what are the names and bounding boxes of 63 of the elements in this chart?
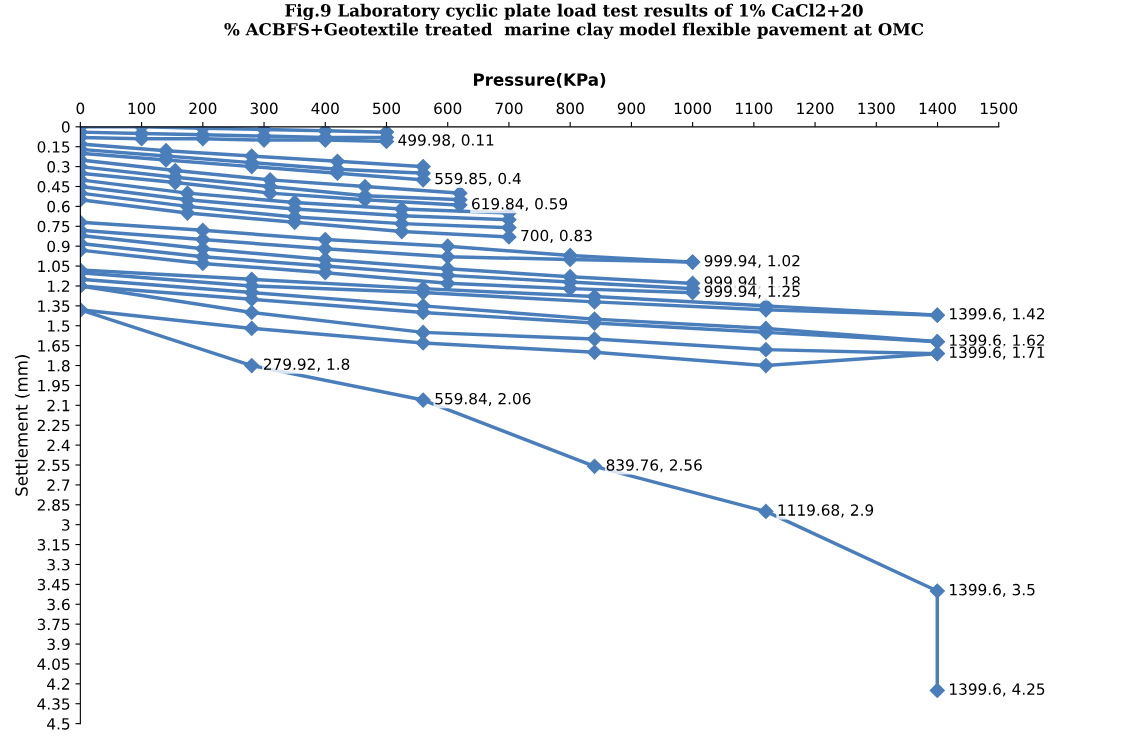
x-tick-label: 100 (128, 102, 156, 115)
annotation: 839.76, 2.56 (606, 459, 702, 473)
x-tick-label: 700 (495, 102, 523, 115)
x-tick-label: 300 (250, 102, 278, 115)
x-tick-label: 1400 (919, 102, 956, 115)
annotation: 700, 0.83 (521, 229, 592, 243)
y-tick-label: 3.45 (37, 578, 70, 591)
y-tick-label: 3.9 (47, 638, 70, 651)
y-tick-label: 1.2 (48, 280, 70, 292)
y-tick-label: 0.9 (47, 240, 70, 253)
y-tick-label: 3 (62, 519, 70, 531)
y-tick-label: 1.05 (38, 260, 70, 273)
y-tick-label: 1.5 (48, 320, 70, 332)
annotation: 559.85, 0.4 (435, 172, 521, 186)
x-tick-label: 1300 (858, 102, 895, 115)
y-tick-label: 4.5 (47, 718, 70, 730)
x-tick-label: 1100 (736, 102, 773, 115)
annotation: 1399.6, 3.5 (950, 583, 1035, 597)
y-tick-label: 2.1 (47, 399, 70, 412)
x-tick-label: 900 (617, 102, 645, 115)
y-tick-label: 1.8 (48, 360, 70, 372)
annotation: 1119.68, 2.9 (778, 504, 874, 518)
annotation: 999.94, 1.02 (704, 254, 800, 269)
annotation: 619.84, 0.59 (472, 197, 568, 212)
y-tick-label: 4.05 (37, 658, 70, 670)
x-tick-label: 800 (556, 102, 584, 115)
x-tick-label: 0 (76, 102, 85, 115)
y-tick-label: 1.65 (38, 340, 70, 352)
annotation: 1399.6, 4.25 (950, 683, 1045, 697)
y-tick-label: 3.6 (47, 598, 70, 611)
y-tick-label: 1.95 (38, 379, 70, 392)
y-tick-label: 3.15 (37, 539, 70, 551)
x-tick-label: 1500 (981, 102, 1018, 115)
chart-title: Fig.9 Laboratory cyclic plate load test results of 1% CaCl2+20 % ACBFS+Geotextile treated marine clay model flexible pavement at OMC (224, 3, 924, 39)
x-tick-label: 200 (189, 102, 217, 115)
y-axis-title: Settlement (mm) (14, 355, 30, 496)
x-tick-label: 600 (434, 102, 462, 115)
x-axis-title: Pressure(KPa) (474, 73, 606, 88)
y-tick-label: 0.45 (37, 180, 70, 193)
y-tick-label: 2.55 (37, 459, 70, 472)
y-tick-label: 3.3 (47, 558, 70, 571)
y-tick-label: 2.25 (37, 419, 70, 432)
x-tick-label: 400 (311, 102, 339, 115)
y-tick-label: 0.75 (37, 220, 70, 233)
annotation: 1399.6, 1.71 (950, 346, 1045, 360)
y-tick-label: 3.75 (37, 618, 70, 631)
annotation: 559.84, 2.06 (435, 392, 531, 407)
x-tick-label: 500 (373, 102, 401, 115)
y-tick-label: 1.35 (38, 300, 70, 312)
x-tick-label: 1000 (674, 102, 712, 115)
y-tick-label: 2.7 (47, 479, 70, 491)
annotation: 1399.6, 1.42 (950, 308, 1045, 322)
y-tick-label: 2.4 (47, 439, 70, 451)
annotation: 279.92, 1.8 (263, 358, 350, 372)
y-tick-label: 4.2 (47, 678, 70, 690)
y-tick-label: 0.6 (47, 200, 70, 213)
y-tick-label: 0.3 (47, 161, 70, 173)
x-tick-label: 1200 (797, 102, 834, 115)
y-tick-label: 2.85 (37, 499, 70, 511)
annotation: 499.98, 0.11 (398, 134, 494, 148)
y-tick-label: 0.15 (37, 141, 70, 153)
y-tick-label: 4.35 (37, 698, 70, 710)
y-tick-label: 0 (61, 121, 70, 133)
